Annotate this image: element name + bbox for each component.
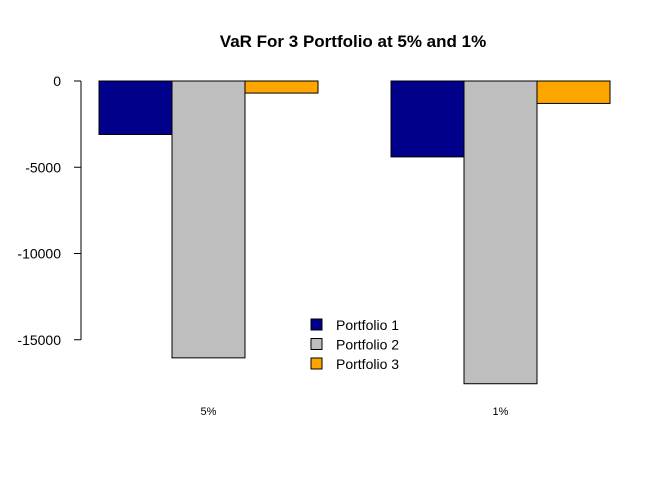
bar-portfolio-1-first [98, 80, 173, 135]
bar-portfolio-3-first [244, 80, 319, 94]
legend-swatch [310, 318, 323, 331]
bar-portfolio-3-second [536, 80, 611, 104]
y-tick-label: 0 [53, 73, 61, 89]
bar-portfolio-1-second [390, 80, 465, 158]
bar-portfolio-2-first [171, 80, 246, 359]
legend-label: Portfolio 3 [336, 356, 399, 372]
category-label: 5% [201, 406, 217, 418]
legend: Portfolio 1 Portfolio 2 Portfolio 3 [310, 317, 399, 372]
legend-swatch [310, 357, 323, 370]
y-tick-label: -15000 [17, 332, 61, 348]
legend-label: Portfolio 1 [336, 317, 399, 333]
y-tick-label: -5000 [25, 159, 61, 175]
legend-label: Portfolio 2 [336, 337, 399, 353]
category-label: 1% [493, 406, 509, 418]
chart-title: VaR For 3 Portfolio at 5% and 1% [220, 32, 486, 51]
legend-swatch [310, 338, 323, 350]
y-tick-label: -10000 [17, 246, 61, 262]
category-labels: 5% 1% [201, 406, 509, 418]
bars [98, 80, 611, 385]
bar-portfolio-2-second [463, 80, 538, 385]
y-axis: 0 -5000 -10000 -15000 [17, 73, 82, 348]
